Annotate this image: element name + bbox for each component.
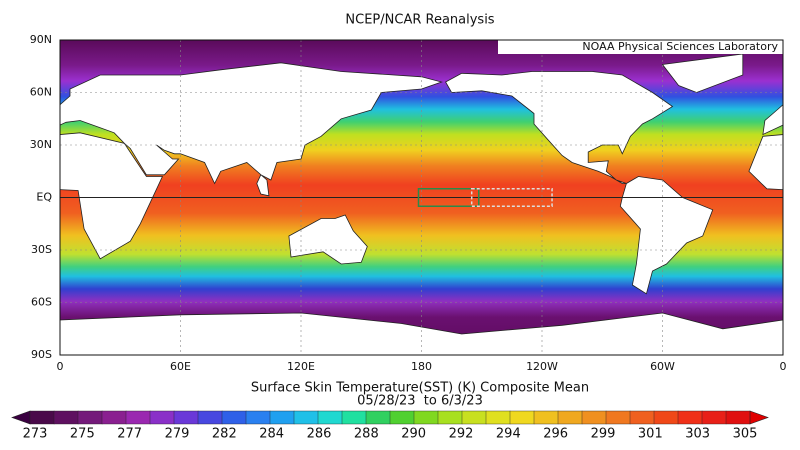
colorbar-swatch (53, 410, 79, 425)
land-australia (288, 214, 368, 265)
colorbar-label: 301 (638, 427, 663, 442)
land-antarctica (60, 312, 783, 355)
colorbar-swatch (413, 410, 439, 425)
colorbar-swatch (437, 410, 463, 425)
colorbar-label: 279 (165, 427, 190, 442)
colorbar-swatch (125, 410, 151, 425)
colorbar-swatch (461, 410, 487, 425)
land-africa (748, 134, 783, 191)
land-northamerica (445, 71, 674, 184)
colorbar-swatch (509, 410, 535, 425)
colorbar-swatch (533, 410, 559, 425)
credit-box (498, 40, 783, 54)
colorbar-label: 299 (591, 427, 616, 442)
lon-label: 60E (170, 360, 191, 373)
colorbar-end (749, 410, 769, 425)
colorbar-swatch (389, 410, 415, 425)
colorbar-swatch (101, 410, 127, 425)
land-southamerica (619, 176, 714, 295)
title: NCEP/NCAR Reanalysis (345, 13, 494, 28)
nino4-box (417, 188, 480, 207)
colorbar-label: 290 (401, 427, 426, 442)
colorbar-swatch (701, 410, 727, 425)
colorbar-swatch (677, 410, 703, 425)
credit: NOAA Physical Sciences Laboratory (582, 40, 778, 53)
lon-label: 60W (650, 360, 675, 373)
colorbar-swatch (581, 410, 607, 425)
colorbar-swatch (629, 410, 655, 425)
colorbar: 273 275 277 279 282 284 286 288 290 292 294 296 299 3… (11, 410, 769, 442)
colorbar-label: 294 (496, 427, 521, 442)
colorbar-swatch (557, 410, 583, 425)
lat-label: 30S (31, 243, 52, 256)
colorbar-swatch (485, 410, 511, 425)
lat-label: EQ (36, 191, 52, 204)
colorbar-label: 275 (70, 427, 95, 442)
land-eurasia (762, 104, 783, 136)
colorbar-swatch (221, 410, 247, 425)
colorbar-swatch (293, 410, 319, 425)
lon-label: 0 (57, 360, 64, 373)
colorbar-label: 305 (733, 427, 758, 442)
land-greenland (661, 53, 744, 93)
lat-label: 90S (31, 348, 52, 361)
colorbar-swatch (173, 410, 199, 425)
colorbar-swatch (653, 410, 679, 425)
colorbar-swatch (725, 410, 751, 425)
lon-label: 180 (411, 360, 432, 373)
lon-label: 0 (780, 360, 787, 373)
colorbar-label: 277 (117, 427, 142, 442)
colorbar-swatch (77, 410, 103, 425)
colorbar-swatch (269, 410, 295, 425)
caption-line1: Surface Skin Temperature(SST) (K) Compos… (251, 381, 589, 396)
colorbar-swatch (605, 410, 631, 425)
land-africa (60, 132, 164, 260)
lon-label: 120E (287, 360, 315, 373)
colorbar-label: 296 (543, 427, 568, 442)
colorbar-swatch (341, 410, 367, 425)
lat-label: 90N (30, 33, 52, 46)
colorbar-label: 292 (449, 427, 474, 442)
lat-label: 60S (31, 296, 52, 309)
nino34-box (470, 188, 553, 207)
colorbar-label: 273 (23, 427, 48, 442)
colorbar-label: 288 (354, 427, 379, 442)
lat-label: 60N (30, 86, 52, 99)
colorbar-swatch (149, 410, 175, 425)
lat-label: 30N (30, 138, 52, 151)
colorbar-swatch (197, 410, 223, 425)
map-area (60, 40, 783, 355)
colorbar-swatch (317, 410, 343, 425)
map-frame (59, 39, 784, 356)
colorbar-swatch (245, 410, 271, 425)
land-eurasia (60, 62, 443, 197)
colorbar-label: 282 (212, 427, 237, 442)
colorbar-swatch (365, 410, 391, 425)
caption-line2: 05/28/23 to 6/3/23 (357, 394, 483, 409)
colorbar-swatch (29, 410, 55, 425)
colorbar-label: 286 (307, 427, 332, 442)
colorbar-label: 303 (685, 427, 710, 442)
lon-label: 120W (526, 360, 558, 373)
colorbar-label: 284 (259, 427, 284, 442)
